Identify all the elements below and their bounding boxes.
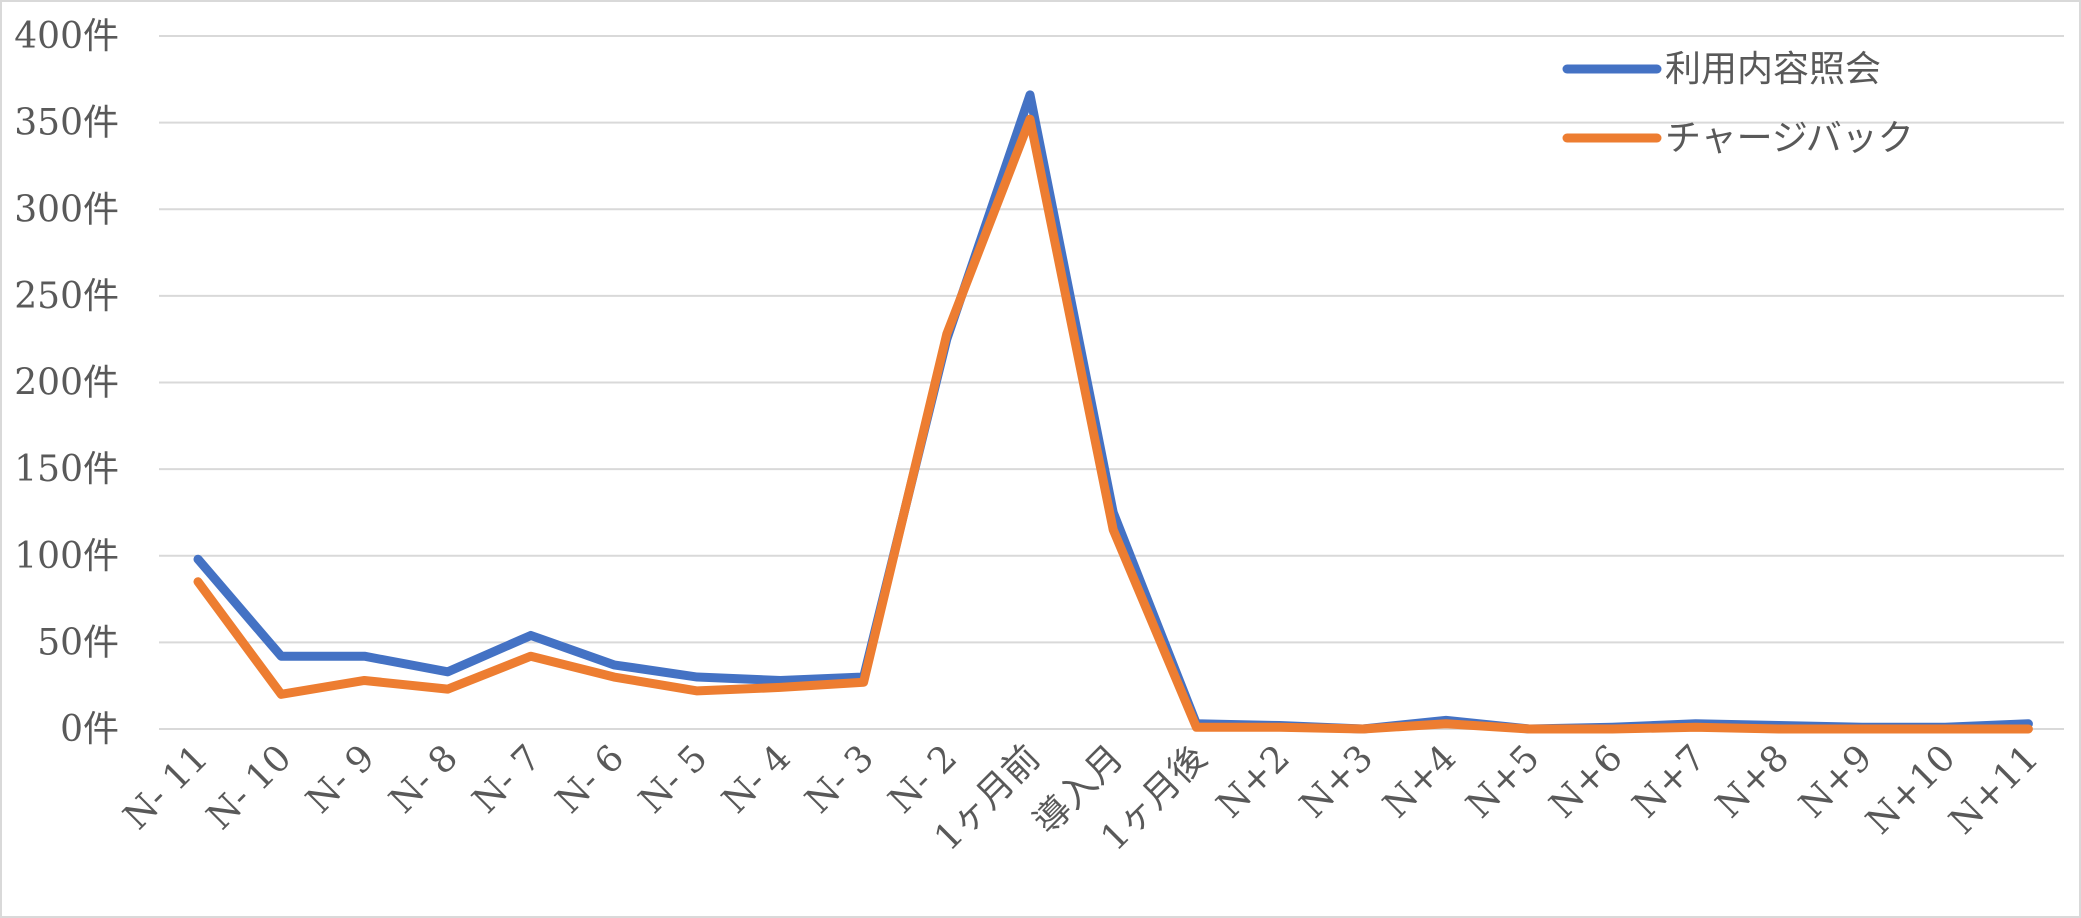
- data-point: [1527, 727, 1532, 731]
- data-point: [362, 678, 367, 683]
- y-tick-label: 50件: [37, 622, 119, 663]
- data-point: [695, 688, 700, 693]
- data-point: [279, 654, 284, 659]
- x-tick-label: N+10: [1859, 737, 1964, 842]
- x-tick-label: N+4: [1376, 737, 1465, 826]
- data-point: [612, 675, 616, 680]
- y-axis-tick-labels: 0件 50件 100件 150件 200件 250件 300件 350件 400件: [14, 16, 119, 750]
- data-point: [445, 687, 450, 692]
- legend-label: チャージバック: [1665, 118, 1914, 159]
- data-point: [1610, 727, 1615, 731]
- data-point: [944, 331, 949, 336]
- data-point: [528, 633, 533, 638]
- y-tick-label: 250件: [14, 276, 119, 317]
- y-tick-label: 150件: [14, 449, 119, 490]
- gridlines: [159, 35, 2064, 730]
- data-point: [1028, 117, 1032, 122]
- x-tick-label: N- 9: [299, 737, 383, 821]
- x-tick-label: N- 8: [382, 737, 466, 821]
- y-tick-label: 0件: [60, 709, 119, 750]
- y-tick-label: 350件: [14, 103, 119, 144]
- data-point: [1943, 727, 1948, 731]
- data-point: [1277, 725, 1282, 730]
- data-point: [1028, 92, 1032, 97]
- y-tick-label: 200件: [14, 363, 119, 404]
- data-point: [861, 680, 866, 685]
- data-point: [778, 685, 783, 690]
- x-tick-label: N+5: [1459, 737, 1548, 826]
- data-point: [196, 557, 200, 562]
- y-tick-label: 300件: [14, 189, 119, 230]
- data-point: [612, 662, 616, 667]
- x-tick-label: N- 3: [798, 737, 882, 821]
- data-point: [2026, 727, 2031, 731]
- x-tick-label: N+6: [1542, 737, 1631, 826]
- data-point: [445, 669, 450, 674]
- x-tick-label: N- 7: [465, 737, 549, 821]
- series-lines: [193, 90, 2033, 734]
- x-tick-label: N+3: [1292, 737, 1381, 826]
- data-point: [1776, 727, 1781, 731]
- data-point: [1111, 527, 1116, 532]
- data-point: [1444, 721, 1448, 726]
- series-line-1: [193, 114, 2033, 734]
- data-point: [279, 692, 284, 697]
- x-tick-label: N+7: [1625, 737, 1714, 826]
- series-line-0: [193, 90, 2033, 734]
- data-point: [1693, 725, 1698, 730]
- data-point: [1360, 727, 1365, 731]
- data-point: [1860, 727, 1864, 731]
- y-tick-label: 100件: [14, 536, 119, 577]
- x-tick-label: N+11: [1942, 737, 2047, 842]
- data-point: [196, 579, 200, 584]
- x-tick-label: N+2: [1209, 737, 1298, 826]
- y-tick-label: 400件: [14, 16, 119, 57]
- data-point: [695, 675, 700, 680]
- x-tick-label: N- 10: [199, 737, 299, 837]
- x-tick-label: N- 4: [715, 737, 799, 821]
- data-point: [778, 678, 783, 683]
- data-point: [1194, 725, 1199, 730]
- x-tick-label: N+8: [1708, 737, 1797, 826]
- x-tick-label: N- 6: [548, 737, 632, 821]
- x-tick-label: N- 11: [116, 737, 216, 837]
- data-point: [528, 654, 533, 659]
- data-point: [362, 654, 367, 659]
- legend-label: 利用内容照会: [1665, 49, 1881, 90]
- x-tick-label: N- 5: [631, 737, 715, 821]
- x-axis-tick-labels: N- 11N- 10 N- 9 N- 8 N- 7 N- 6 N- 5 N- 4 N- 3 N-…: [116, 737, 2047, 859]
